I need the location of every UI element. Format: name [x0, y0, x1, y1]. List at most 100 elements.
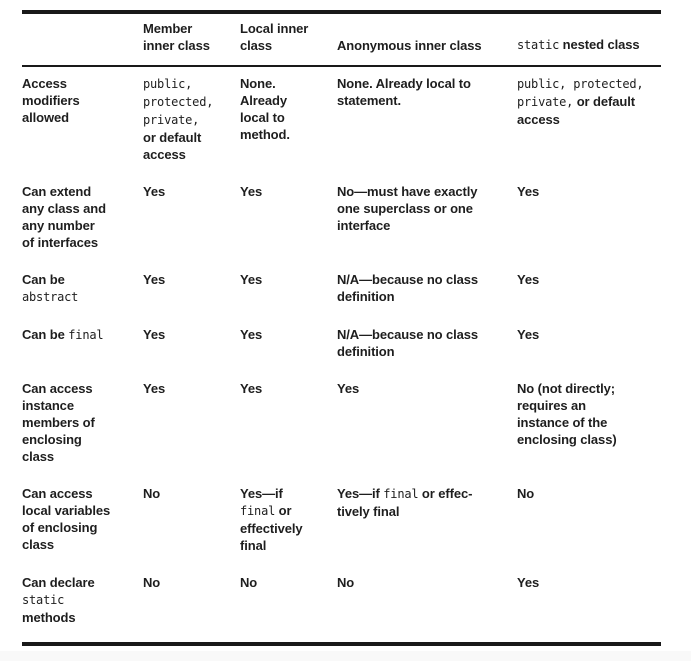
table-body: Accessmodifiersallowedpublic,protected,p… — [22, 66, 661, 644]
text: Yes — [337, 381, 359, 396]
table-cell: Yes — [143, 326, 240, 380]
text: Yes — [240, 327, 262, 342]
table-cell: Yes—iffinal oreffectivelyfinal — [240, 485, 337, 574]
text: methods — [22, 610, 75, 625]
page-bottom-strip — [0, 651, 691, 661]
code-text: static — [517, 38, 559, 52]
text: Local inner — [240, 21, 308, 36]
text: Already — [240, 93, 287, 108]
table-cell: Yes — [240, 380, 337, 485]
text: class — [22, 537, 54, 552]
table-cell: Yes — [517, 183, 661, 271]
code-text: final — [68, 328, 103, 342]
table-cell: Yes—if final or effec-tively final — [337, 485, 517, 574]
text: Yes — [143, 381, 165, 396]
text: method. — [240, 127, 290, 142]
text: tively final — [337, 504, 399, 519]
text: Access — [22, 76, 67, 91]
column-header-row-label-column — [22, 12, 143, 66]
table-row-can-extend-any-class: Can extendany class andany numberof inte… — [22, 183, 661, 271]
table-cell: Yes — [517, 326, 661, 380]
table-cell: Yes — [240, 271, 337, 326]
code-text: public, protected, — [517, 77, 643, 91]
code-text: abstract — [22, 290, 78, 304]
table-cell: N/A—because no classdefinition — [337, 326, 517, 380]
table-cell: No — [337, 574, 517, 644]
text: Yes—if — [240, 486, 283, 501]
table-cell: None.Alreadylocal tomethod. — [240, 66, 337, 183]
text: Yes — [240, 272, 262, 287]
code-text: final — [383, 487, 418, 501]
text: access — [143, 147, 186, 162]
text: nested class — [559, 37, 639, 52]
code-text: static — [22, 593, 64, 607]
table-cell: N/A—because no classdefinition — [337, 271, 517, 326]
table-cell: None. Already local tostatement. — [337, 66, 517, 183]
table-header: Member inner class Local inner class Anonymo… — [22, 12, 661, 66]
table-cell: Yes — [143, 183, 240, 271]
text: of interfaces — [22, 235, 98, 250]
text: Yes — [240, 184, 262, 199]
text: access — [517, 112, 560, 127]
text: No — [240, 575, 257, 590]
text: class — [240, 38, 272, 53]
table-cell: Yes — [517, 271, 661, 326]
text: interface — [337, 218, 390, 233]
text: Yes — [143, 272, 165, 287]
nested-class-types-comparison-table: Member inner class Local inner class Anonymo… — [22, 10, 661, 646]
text: Yes — [517, 272, 539, 287]
code-text: private, — [143, 113, 199, 127]
text: No (not directly; — [517, 381, 615, 396]
code-text: final — [240, 504, 275, 518]
row-label-can-be-abstract: Can beabstract — [22, 271, 143, 326]
text: statement. — [337, 93, 401, 108]
column-header-anonymous-inner-class: Anonymous inner class — [337, 12, 517, 66]
text: requires an — [517, 398, 586, 413]
text: None. — [240, 76, 276, 91]
text: inner class — [143, 38, 210, 53]
table-cell: public, protected, private, or default acces… — [143, 66, 240, 183]
table-cell: No — [143, 485, 240, 574]
text: Yes — [240, 381, 262, 396]
table-cell: Yes — [240, 326, 337, 380]
text: Yes — [517, 184, 539, 199]
table-cell: No (not directly; requires an instance of … — [517, 380, 661, 485]
table-cell: public, protected, private, or default acc… — [517, 66, 661, 183]
text: Can be — [22, 327, 68, 342]
text: members of — [22, 415, 95, 430]
text: N/A—because no class — [337, 327, 478, 342]
text: Can declare — [22, 575, 95, 590]
row-label-can-be-final: Can be final — [22, 326, 143, 380]
text: or default — [143, 130, 201, 145]
text: or effec- — [418, 486, 472, 501]
text: Yes—if — [337, 486, 383, 501]
text: instance of the — [517, 415, 607, 430]
code-text: public, — [143, 77, 192, 91]
table-row-can-be-abstract: Can beabstractYesYesN/A—because no class… — [22, 271, 661, 326]
text: or default — [573, 94, 635, 109]
table-row-access-modifiers-allowed: Accessmodifiersallowedpublic,protected,p… — [22, 66, 661, 183]
row-label-can-access-instance-members: Can accessinstancemembers ofenclosingcla… — [22, 380, 143, 485]
text: N/A—because no class — [337, 272, 478, 287]
column-header-local-inner-class: Local inner class — [240, 12, 337, 66]
text: or — [275, 503, 291, 518]
table-cell: Yes — [143, 380, 240, 485]
text: Member — [143, 21, 192, 36]
text: Can access — [22, 486, 93, 501]
row-label-can-access-local-variables: Can access local variables of enclosing cla… — [22, 485, 143, 574]
text: of enclosing — [22, 520, 97, 535]
code-text: protected, — [143, 95, 213, 109]
text: local variables — [22, 503, 110, 518]
text: Anonymous inner class — [337, 38, 482, 53]
text: instance — [22, 398, 74, 413]
table-row-can-declare-static-methods: Can declarestaticmethodsNoNoNoYes — [22, 574, 661, 644]
text: effectively — [240, 521, 303, 536]
row-label-access-modifiers-allowed: Accessmodifiersallowed — [22, 66, 143, 183]
text: one superclass or one — [337, 201, 473, 216]
code-text: private, — [517, 95, 573, 109]
text: No — [337, 575, 354, 590]
row-label-can-extend-any-class: Can extendany class andany numberof inte… — [22, 183, 143, 271]
text: Yes — [143, 327, 165, 342]
table-cell: Yes — [240, 183, 337, 271]
text: modifiers — [22, 93, 80, 108]
